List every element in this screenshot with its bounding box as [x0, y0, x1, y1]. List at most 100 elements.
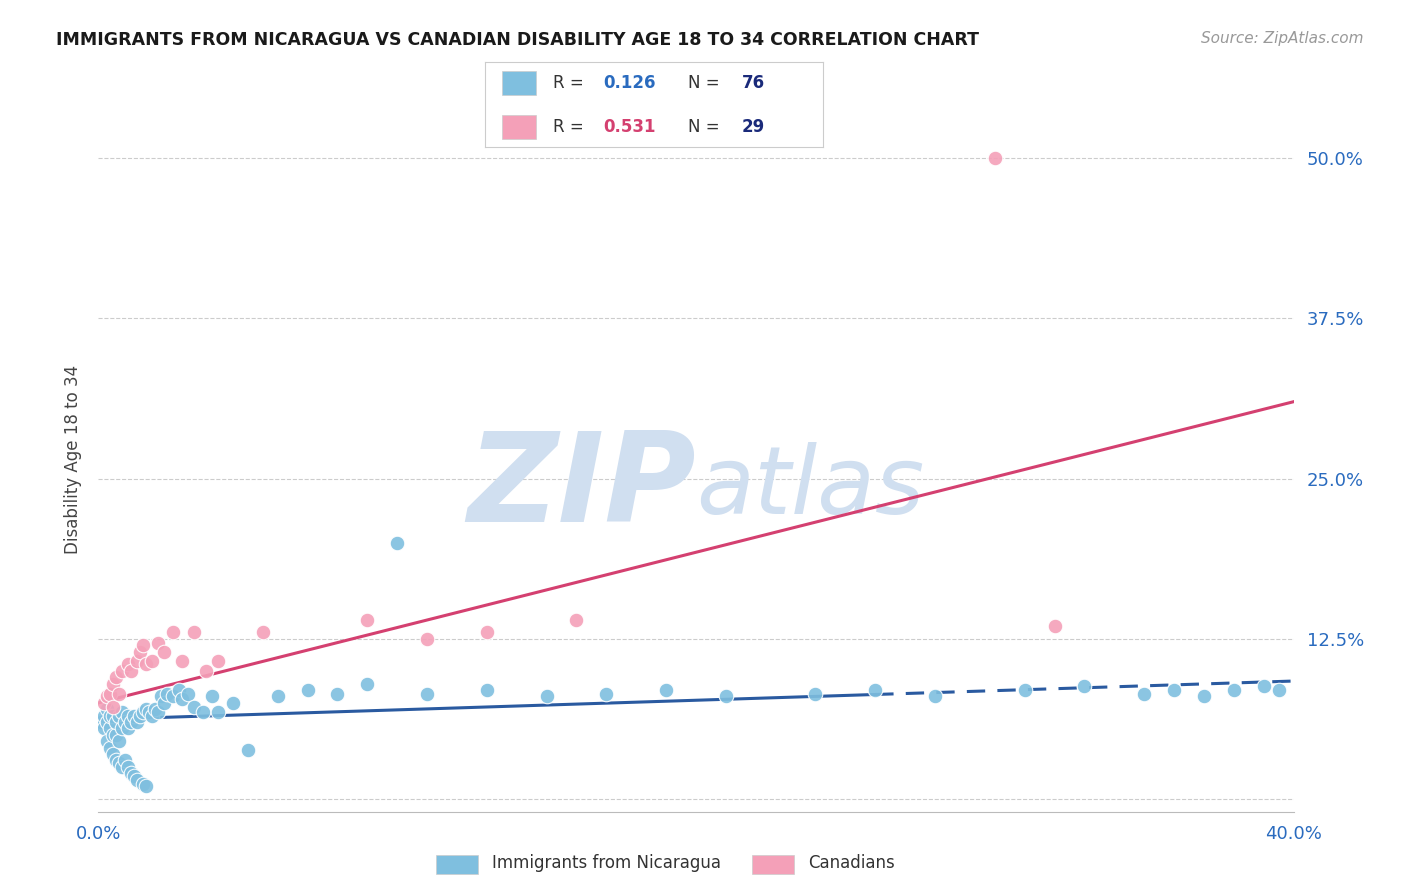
Text: Canadians: Canadians: [808, 855, 896, 872]
Point: [105, 754, 128, 768]
Point: [865, 683, 887, 698]
Point: [98, 740, 122, 755]
Point: [111, 722, 134, 736]
Point: [267, 690, 290, 704]
Point: [114, 754, 136, 768]
Point: [108, 687, 131, 701]
Point: [1192, 690, 1215, 704]
FancyBboxPatch shape: [502, 71, 536, 95]
Point: [108, 708, 131, 723]
Point: [117, 657, 139, 672]
Point: [153, 644, 176, 658]
Point: [252, 625, 274, 640]
Point: [1043, 619, 1066, 633]
Point: [111, 705, 134, 719]
Point: [183, 699, 205, 714]
Point: [129, 644, 152, 658]
Text: R =: R =: [553, 74, 589, 92]
Point: [132, 776, 155, 790]
Point: [96, 690, 118, 704]
Point: [114, 714, 136, 729]
Text: N =: N =: [688, 118, 724, 136]
Point: [138, 705, 160, 719]
Point: [103, 699, 125, 714]
Point: [595, 687, 617, 701]
Point: [236, 743, 259, 757]
Point: [416, 687, 439, 701]
Point: [201, 690, 224, 704]
Point: [156, 687, 179, 701]
Point: [207, 654, 229, 668]
Point: [385, 535, 409, 549]
Point: [103, 676, 125, 690]
Point: [153, 696, 176, 710]
Point: [93, 696, 115, 710]
Point: [117, 708, 139, 723]
Point: [1073, 679, 1095, 693]
Point: [804, 687, 827, 701]
Point: [93, 722, 115, 736]
Point: [124, 769, 146, 783]
Point: [120, 766, 142, 780]
Point: [141, 708, 163, 723]
Point: [565, 613, 588, 627]
Point: [111, 760, 134, 774]
Point: [96, 734, 118, 748]
Point: [135, 657, 157, 672]
Point: [207, 705, 229, 719]
Point: [1163, 683, 1185, 698]
Point: [105, 670, 128, 684]
Point: [120, 714, 142, 729]
Point: [127, 714, 149, 729]
Y-axis label: Disability Age 18 to 34: Disability Age 18 to 34: [63, 365, 82, 554]
Point: [172, 654, 194, 668]
Point: [105, 728, 128, 742]
Point: [148, 635, 170, 649]
Point: [132, 705, 155, 719]
Point: [356, 613, 378, 627]
Point: [714, 690, 737, 704]
Point: [536, 690, 558, 704]
Point: [475, 625, 498, 640]
Point: [98, 687, 122, 701]
Point: [124, 708, 146, 723]
Text: atlas: atlas: [696, 442, 924, 533]
Point: [141, 654, 163, 668]
Point: [162, 690, 184, 704]
Point: [195, 664, 218, 678]
Text: 29: 29: [741, 118, 765, 136]
Point: [148, 705, 170, 719]
Text: Immigrants from Nicaragua: Immigrants from Nicaragua: [492, 855, 721, 872]
Point: [150, 690, 173, 704]
Point: [1223, 683, 1246, 698]
Point: [475, 683, 498, 698]
Text: 0.126: 0.126: [603, 74, 655, 92]
Point: [103, 747, 125, 761]
Point: [117, 760, 139, 774]
Point: [117, 722, 139, 736]
Point: [103, 728, 125, 742]
Point: [108, 734, 131, 748]
Point: [1133, 687, 1156, 701]
Point: [127, 772, 149, 787]
Point: [167, 683, 190, 698]
Point: [924, 690, 946, 704]
Point: [177, 687, 200, 701]
Point: [105, 714, 128, 729]
Point: [135, 779, 157, 793]
Point: [96, 714, 118, 729]
Point: [191, 705, 214, 719]
Point: [96, 702, 118, 716]
Point: [172, 692, 194, 706]
Point: [93, 708, 115, 723]
Point: [183, 625, 205, 640]
Point: [108, 756, 131, 770]
Point: [111, 664, 134, 678]
Point: [1267, 683, 1289, 698]
Point: [416, 632, 439, 646]
Point: [356, 676, 378, 690]
Point: [98, 722, 122, 736]
Point: [297, 683, 319, 698]
Text: 0.531: 0.531: [603, 118, 655, 136]
FancyBboxPatch shape: [502, 115, 536, 139]
